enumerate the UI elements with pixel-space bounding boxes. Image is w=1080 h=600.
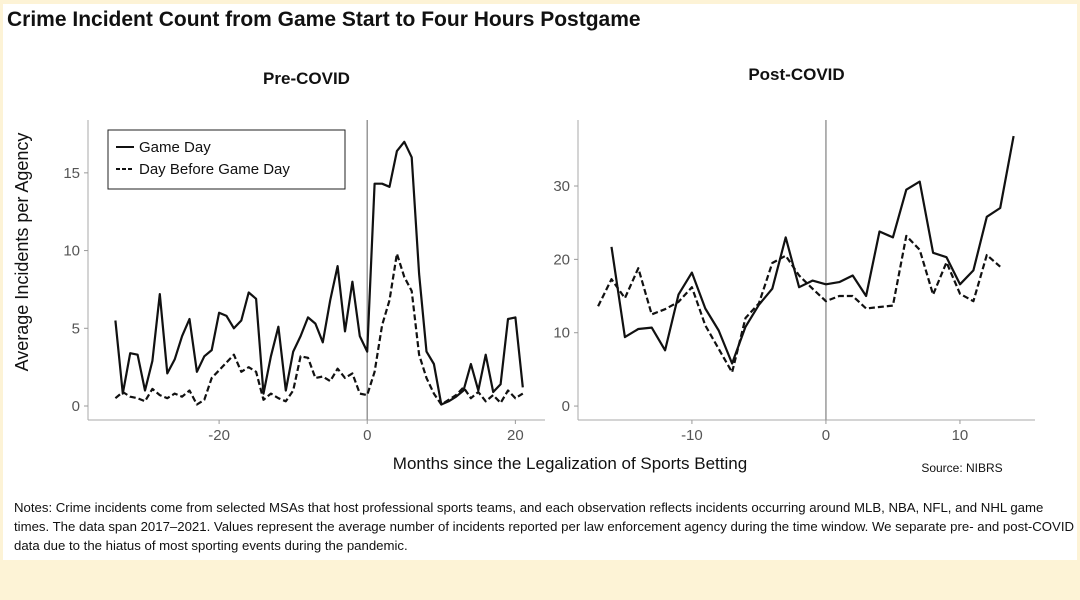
x-tick-label: 20 (507, 427, 524, 444)
legend-label: Day Before Game Day (139, 161, 290, 178)
panel-title: Post-COVID (748, 65, 844, 84)
y-tick-label: 10 (63, 243, 80, 260)
sheet: Crime Incident Count from Game Start to … (3, 4, 1077, 560)
x-tick-label: -20 (208, 427, 230, 444)
series-line (114, 140, 524, 406)
y-tick-label: 20 (553, 251, 570, 268)
legend-label: Game Day (139, 139, 211, 156)
x-tick-label: 10 (952, 427, 969, 444)
y-tick-label: 0 (562, 398, 570, 415)
y-tick-label: 0 (72, 398, 80, 415)
y-tick-label: 10 (553, 325, 570, 342)
legend-box (107, 129, 346, 190)
series-line (610, 135, 1015, 365)
series-line (597, 234, 1001, 374)
x-tick-label: 0 (822, 427, 830, 444)
y-tick-label: 5 (72, 320, 80, 337)
x-tick-label: -10 (681, 427, 703, 444)
y-axis-label: Average Incidents per Agency (12, 133, 32, 372)
x-axis-label: Months since the Legalization of Sports … (393, 454, 747, 473)
source: Source: NIBRS (921, 461, 1002, 475)
y-tick-label: 30 (553, 178, 570, 195)
page-title: Crime Incident Count from Game Start to … (7, 8, 641, 31)
series-line (114, 252, 524, 406)
notes: Notes: Crime incidents come from selecte… (14, 500, 1075, 553)
panel-title: Pre-COVID (263, 69, 350, 88)
x-tick-label: 0 (363, 427, 371, 444)
chart: Crime Incident Count from Game Start to … (7, 8, 1035, 475)
y-tick-label: 15 (63, 165, 80, 182)
